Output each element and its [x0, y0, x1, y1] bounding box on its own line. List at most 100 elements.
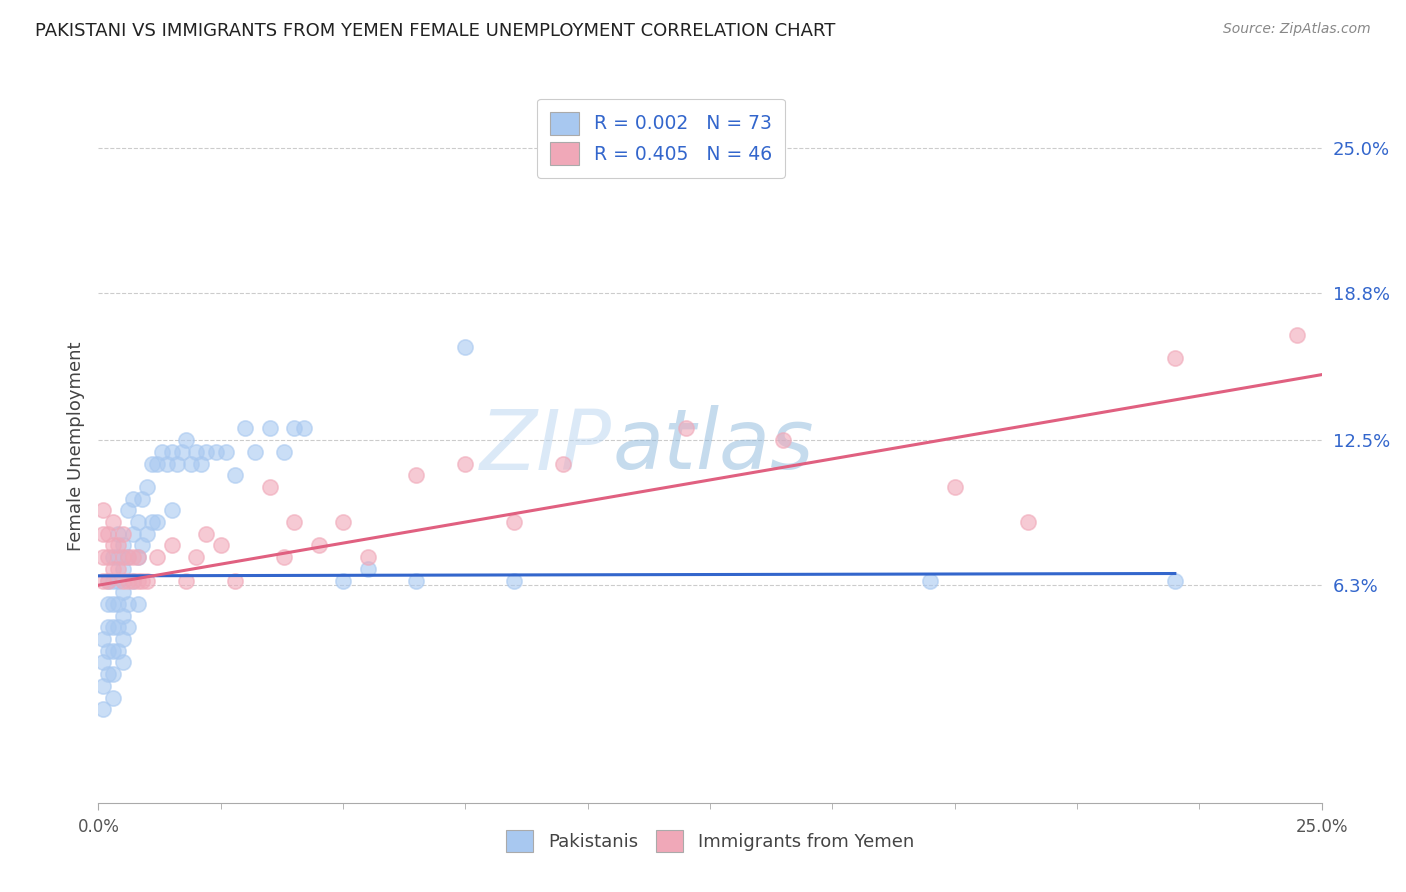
Point — [146, 515, 169, 529]
Point — [127, 597, 149, 611]
Point — [111, 585, 134, 599]
Point — [131, 538, 153, 552]
Point — [131, 491, 153, 506]
Point — [111, 632, 134, 646]
Point — [283, 515, 305, 529]
Point — [101, 667, 124, 681]
Point — [308, 538, 330, 552]
Point — [136, 574, 159, 588]
Point — [170, 445, 193, 459]
Point — [91, 503, 114, 517]
Text: atlas: atlas — [612, 406, 814, 486]
Point — [121, 550, 143, 565]
Point — [101, 562, 124, 576]
Point — [259, 480, 281, 494]
Point — [97, 644, 120, 658]
Point — [195, 526, 218, 541]
Point — [107, 620, 129, 634]
Point — [97, 620, 120, 634]
Point — [283, 421, 305, 435]
Point — [91, 702, 114, 716]
Point — [136, 480, 159, 494]
Point — [243, 445, 266, 459]
Point — [127, 550, 149, 565]
Point — [101, 690, 124, 705]
Point — [190, 457, 212, 471]
Point — [121, 574, 143, 588]
Point — [503, 515, 526, 529]
Point — [127, 515, 149, 529]
Point — [160, 445, 183, 459]
Point — [101, 550, 124, 565]
Point — [101, 620, 124, 634]
Point — [107, 538, 129, 552]
Point — [111, 538, 134, 552]
Point — [101, 597, 124, 611]
Point — [101, 644, 124, 658]
Point — [454, 340, 477, 354]
Legend: Pakistanis, Immigrants from Yemen: Pakistanis, Immigrants from Yemen — [494, 818, 927, 865]
Text: PAKISTANI VS IMMIGRANTS FROM YEMEN FEMALE UNEMPLOYMENT CORRELATION CHART: PAKISTANI VS IMMIGRANTS FROM YEMEN FEMAL… — [35, 22, 835, 40]
Point — [101, 574, 124, 588]
Point — [97, 667, 120, 681]
Point — [117, 550, 139, 565]
Point — [97, 574, 120, 588]
Text: Source: ZipAtlas.com: Source: ZipAtlas.com — [1223, 22, 1371, 37]
Point — [141, 515, 163, 529]
Point — [224, 468, 246, 483]
Point — [176, 433, 198, 447]
Point — [121, 526, 143, 541]
Text: ZIP: ZIP — [481, 406, 612, 486]
Point — [332, 515, 354, 529]
Point — [131, 574, 153, 588]
Point — [111, 574, 134, 588]
Point — [101, 515, 124, 529]
Point — [97, 597, 120, 611]
Point — [273, 550, 295, 565]
Point — [160, 503, 183, 517]
Point — [503, 574, 526, 588]
Point — [356, 550, 378, 565]
Point — [209, 538, 232, 552]
Point — [117, 503, 139, 517]
Point — [107, 597, 129, 611]
Point — [146, 550, 169, 565]
Point — [97, 574, 120, 588]
Point — [127, 574, 149, 588]
Point — [146, 457, 169, 471]
Point — [91, 632, 114, 646]
Point — [186, 445, 208, 459]
Point — [121, 574, 143, 588]
Point — [186, 550, 208, 565]
Point — [920, 574, 942, 588]
Point — [97, 526, 120, 541]
Point — [136, 526, 159, 541]
Point — [1164, 574, 1187, 588]
Point — [1017, 515, 1039, 529]
Point — [91, 550, 114, 565]
Point — [117, 574, 139, 588]
Point — [127, 550, 149, 565]
Point — [292, 421, 315, 435]
Point — [166, 457, 188, 471]
Point — [91, 679, 114, 693]
Point — [233, 421, 256, 435]
Point — [117, 597, 139, 611]
Point — [943, 480, 966, 494]
Point — [107, 526, 129, 541]
Point — [107, 574, 129, 588]
Point — [1286, 327, 1309, 342]
Point — [405, 574, 427, 588]
Point — [117, 550, 139, 565]
Point — [111, 562, 134, 576]
Point — [101, 538, 124, 552]
Point — [107, 562, 129, 576]
Point — [176, 574, 198, 588]
Point — [111, 656, 134, 670]
Point — [1164, 351, 1187, 366]
Point — [91, 526, 114, 541]
Point — [356, 562, 378, 576]
Point — [553, 457, 575, 471]
Point — [107, 644, 129, 658]
Point — [111, 550, 134, 565]
